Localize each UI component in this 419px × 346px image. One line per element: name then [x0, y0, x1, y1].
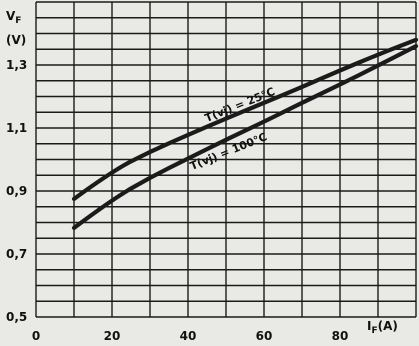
- y-tick-label: 0,5: [6, 310, 27, 324]
- chart-grid: [35, 1, 417, 318]
- y-tick-labels: 0,5 0,7 0,9 1,1 1,3: [6, 58, 27, 324]
- y-tick-label: 0,7: [6, 247, 27, 261]
- x-tick-label: 0: [32, 329, 40, 343]
- chart-series: [71, 37, 419, 230]
- series-line-0: [71, 37, 419, 201]
- y-tick-label: 0,9: [6, 184, 27, 198]
- x-tick-label: 40: [180, 329, 197, 343]
- series-line-1: [71, 44, 419, 230]
- x-tick-label: 60: [256, 329, 273, 343]
- x-tick-label: 20: [104, 329, 121, 343]
- y-tick-label: 1,3: [6, 58, 27, 72]
- x-tick-label: 80: [332, 329, 349, 343]
- y-tick-label: 1,1: [6, 121, 27, 135]
- y-axis-label: VF: [6, 9, 21, 26]
- x-axis-label: IF(A): [367, 319, 398, 336]
- y-axis-unit: (V): [6, 33, 26, 47]
- x-tick-labels: 0 20 40 60 80: [32, 329, 349, 343]
